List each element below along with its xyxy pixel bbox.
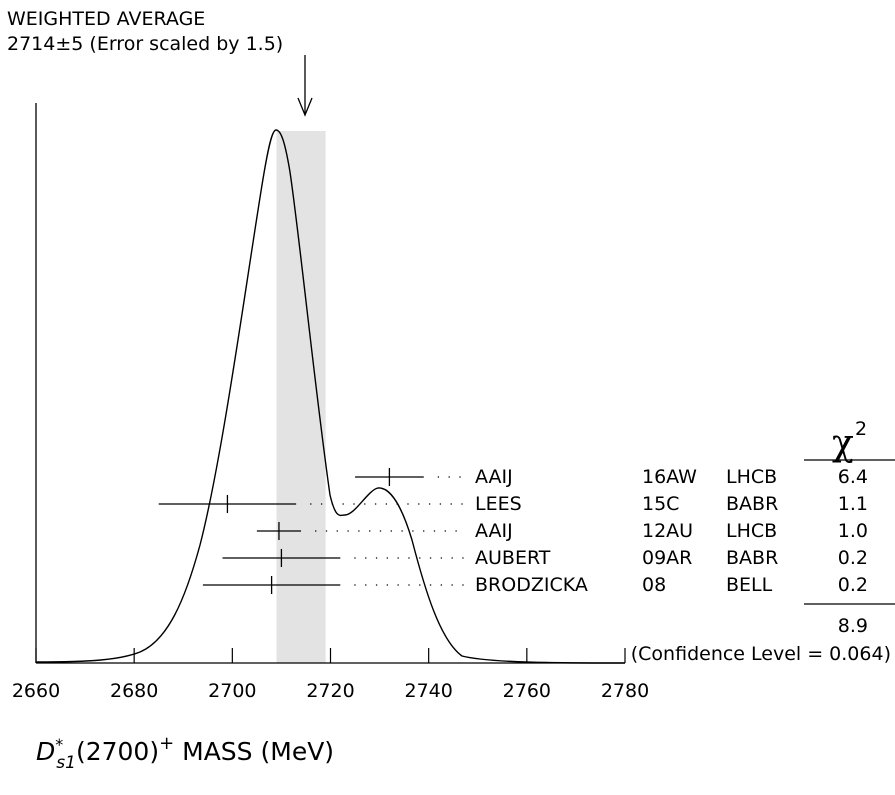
average-band [276, 131, 326, 663]
ideogram-curve [35, 129, 626, 664]
x-tick-label: 2740 [404, 680, 452, 702]
confidence-level: (Confidence Level = 0.064) [631, 643, 891, 665]
measurement-experiment: BELL [726, 574, 773, 596]
measurement-chi2: 1.1 [838, 493, 868, 515]
measurement-experiment: BABR [726, 493, 778, 515]
measurement-chi2: 0.2 [838, 574, 868, 596]
measurement-chi2: 0.2 [838, 547, 868, 569]
x-tick-label: 2760 [503, 680, 551, 702]
chi2-exponent: 2 [855, 418, 867, 440]
measurement-chi2: 1.0 [838, 520, 868, 542]
measurement-code: 09AR [642, 547, 692, 569]
measurement-author: AAIJ [475, 466, 513, 488]
average-arrow-head [297, 97, 313, 117]
x-tick-label: 2680 [110, 680, 158, 702]
measurement-code: 12AU [642, 520, 693, 542]
measurement-chi2: 6.4 [838, 466, 868, 488]
measurement-author: BRODZICKA [475, 574, 588, 596]
measurement-author: LEES [475, 493, 522, 515]
x-tick-label: 2720 [306, 680, 354, 702]
measurement-code: 15C [642, 493, 679, 515]
measurement-code: 16AW [642, 466, 697, 488]
chi2-header: χ [832, 423, 854, 464]
measurement-code: 08 [642, 574, 666, 596]
measurement-author: AAIJ [475, 520, 513, 542]
x-tick-label: 2700 [208, 680, 256, 702]
measurement-experiment: LHCB [726, 520, 777, 542]
x-axis-label: D* s1(2700)+ MASS (MeV) [36, 733, 334, 773]
x-tick-label: 2780 [601, 680, 649, 702]
header-title: WEIGHTED AVERAGE [7, 8, 205, 30]
header-average: 2714±5 (Error scaled by 1.5) [7, 33, 283, 55]
chi2-total: 8.9 [838, 615, 868, 637]
x-tick-label: 2660 [12, 680, 60, 702]
measurement-experiment: BABR [726, 547, 778, 569]
measurement-experiment: LHCB [726, 466, 777, 488]
measurement-author: AUBERT [475, 547, 551, 569]
